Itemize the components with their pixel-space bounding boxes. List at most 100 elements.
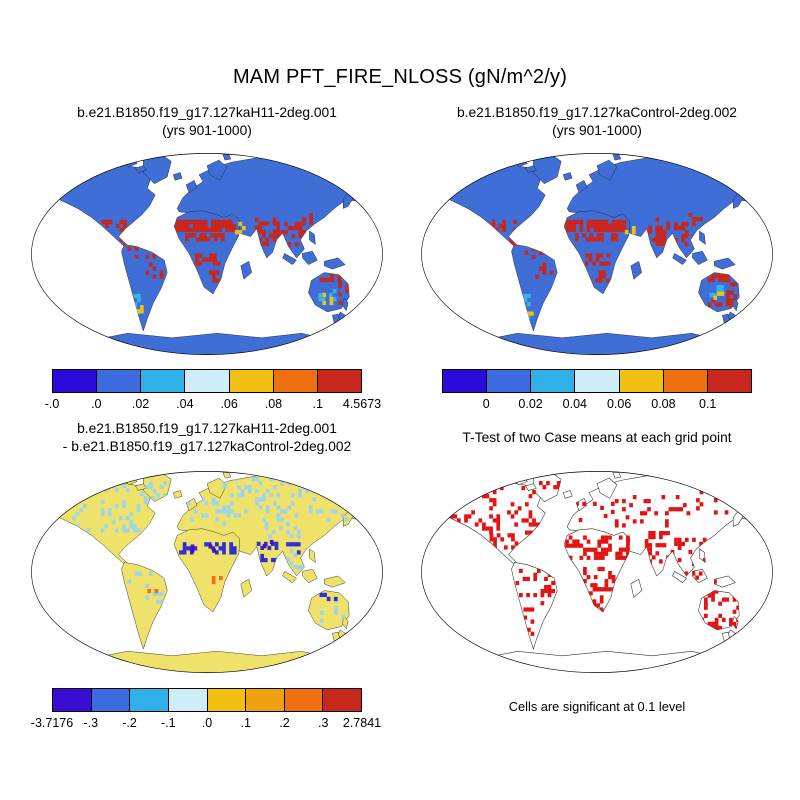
grid-cell: [125, 516, 130, 521]
grid-cell: [196, 219, 201, 224]
grid-cell: [500, 537, 505, 542]
grid-cell: [154, 588, 159, 594]
grid-cell: [544, 576, 548, 582]
grid-cell: [258, 221, 263, 226]
grid-cell: [614, 499, 619, 504]
grid-cell: [489, 537, 494, 542]
grid-cell: [707, 302, 712, 307]
grid-cell: [674, 537, 678, 542]
grid-cell: [632, 230, 636, 235]
grid-cell: [565, 543, 569, 548]
grid-cell: [674, 221, 678, 227]
grid-cell: [717, 490, 722, 495]
grid-cell: [229, 550, 234, 555]
grid-cell: [308, 509, 313, 514]
grid-cell: [582, 233, 587, 238]
grid-cell: [296, 542, 301, 547]
grid-cell: [535, 522, 540, 527]
map-panel-case1: [31, 153, 383, 355]
colorbar-tick-label: .02: [131, 397, 150, 411]
grid-cell: [244, 485, 249, 490]
grid-cell: [702, 537, 707, 542]
colorbar-segment: [91, 689, 131, 711]
grid-cell: [293, 526, 298, 531]
grid-cell: [105, 223, 109, 228]
grid-cell: [287, 242, 292, 247]
grid-cell: [538, 250, 543, 255]
grid-cell: [688, 212, 693, 218]
grid-cell: [677, 226, 682, 231]
grid-cell: [600, 555, 605, 560]
grid-cell: [464, 514, 468, 519]
grid-cell: [79, 491, 84, 497]
grid-cell: [618, 219, 623, 224]
grid-cell: [100, 508, 105, 513]
grid-cell: [136, 508, 141, 513]
grid-cell: [615, 223, 620, 228]
grid-cell: [530, 619, 535, 624]
grid-cell: [258, 481, 263, 486]
grid-cell: [276, 505, 281, 510]
grid-cell: [216, 261, 221, 266]
map-panel-difference: [31, 471, 383, 673]
grid-cell: [276, 513, 281, 518]
grid-cell: [185, 237, 189, 242]
colorbar-tick-label: -3.7176: [30, 716, 74, 730]
grid-cell: [604, 227, 609, 233]
grid-cell: [298, 489, 302, 494]
grid-cell: [568, 535, 573, 540]
grid-cell: [608, 223, 612, 228]
grid-cell: [294, 221, 299, 227]
grid-cell: [355, 509, 360, 514]
grid-cell: [123, 223, 127, 228]
grid-cell: [143, 499, 148, 505]
colorbar-tick-label: 0.02: [518, 397, 543, 411]
grid-cell: [565, 223, 569, 228]
grid-cell: [129, 520, 134, 525]
grid-cell: [200, 223, 204, 228]
grid-cell: [145, 583, 150, 588]
grid-cell: [695, 217, 700, 222]
grid-cell: [716, 291, 721, 296]
grid-cell: [203, 227, 208, 233]
grid-cell: [718, 277, 723, 282]
grid-cell: [735, 494, 740, 499]
grid-cell: [178, 227, 183, 233]
grid-cell: [225, 219, 230, 224]
grid-cell: [225, 227, 230, 233]
grid-cell: [222, 542, 226, 547]
grid-cell: [492, 502, 497, 507]
grid-cell: [309, 212, 313, 218]
grid-cell: [147, 588, 152, 594]
grid-cell: [691, 571, 696, 576]
grid-cell: [202, 257, 206, 262]
grid-cell: [677, 537, 682, 542]
grid-cell: [261, 229, 266, 234]
grid-cell: [337, 485, 342, 490]
grid-cell: [732, 597, 737, 602]
grid-cell: [525, 518, 529, 523]
grid-cell: [467, 490, 472, 495]
grid-cell: [258, 505, 263, 510]
grid-cell: [699, 217, 703, 222]
grid-cell: [127, 246, 132, 251]
grid-cell: [648, 225, 653, 230]
grid-cell: [597, 551, 602, 556]
grid-cell: [610, 501, 615, 506]
grid-cell: [662, 530, 667, 536]
grid-cell: [330, 509, 335, 514]
grid-cell: [215, 270, 220, 275]
grid-cell: [286, 557, 290, 562]
grid-cell: [482, 494, 486, 499]
grid-cell: [546, 481, 550, 486]
grid-cell: [232, 223, 237, 228]
grid-cell: [485, 494, 490, 499]
grid-cell: [215, 278, 220, 283]
grid-cell: [492, 498, 497, 503]
grid-cell: [115, 223, 120, 228]
grid-cell: [611, 579, 616, 584]
grid-cell: [226, 513, 231, 518]
grid-cell: [296, 550, 301, 555]
grid-cell: [485, 526, 490, 531]
grid-cell: [298, 226, 303, 231]
